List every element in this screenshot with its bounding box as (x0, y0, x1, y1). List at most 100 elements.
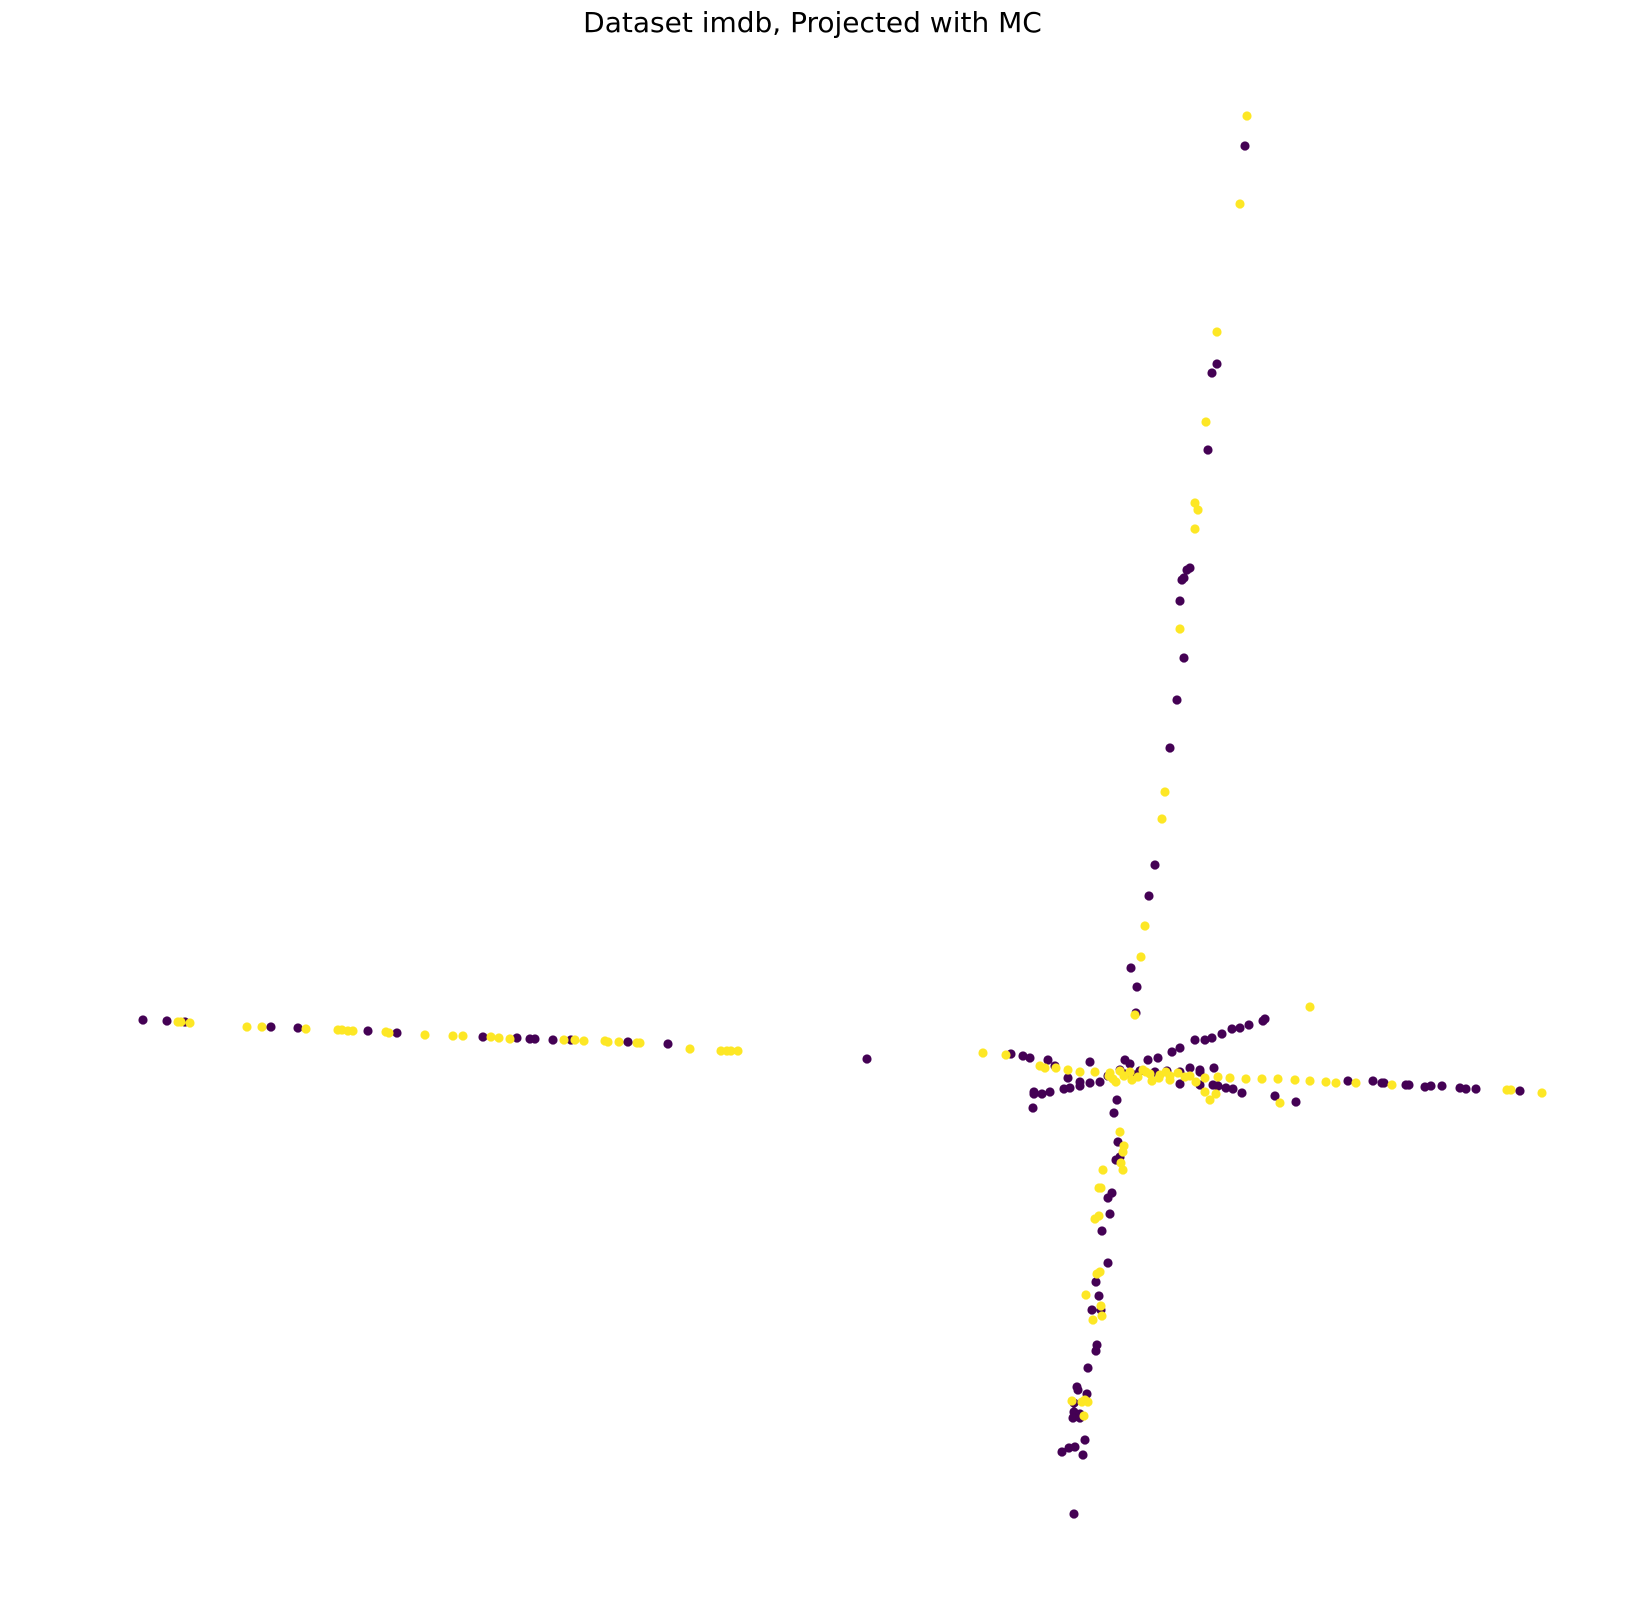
scatter-point-class-1 (1241, 1074, 1251, 1084)
scatter-point-class-0 (1515, 1086, 1525, 1096)
scatter-point-class-0 (1112, 1095, 1122, 1105)
scatter-point-class-1 (1225, 1073, 1235, 1083)
scatter-point-class-0 (1085, 1057, 1095, 1067)
scatter-point-class-1 (1115, 1127, 1125, 1137)
scatter-point-class-0 (1461, 1084, 1471, 1094)
scatter-point-class-1 (1185, 1071, 1195, 1081)
scatter-point-class-1 (1136, 952, 1146, 962)
scatter-point-class-1 (1140, 921, 1150, 931)
scatter-point-class-0 (1244, 1020, 1254, 1030)
scatter-point-class-1 (570, 1035, 580, 1045)
scatter-point-class-0 (1235, 1023, 1245, 1033)
scatter-point-class-0 (623, 1037, 633, 1047)
scatter-point-class-1 (486, 1032, 496, 1042)
scatter-point-class-0 (1029, 1087, 1039, 1097)
scatter-point-class-1 (579, 1036, 589, 1046)
scatter-point-class-0 (1092, 1340, 1102, 1350)
scatter-point-class-1 (1095, 1267, 1105, 1277)
scatter-point-class-1 (1242, 111, 1252, 121)
scatter-point-class-0 (1070, 1442, 1080, 1452)
scatter-point-class-0 (1207, 368, 1217, 378)
scatter-point-class-0 (1028, 1103, 1038, 1113)
scatter-point-class-1 (1351, 1078, 1361, 1088)
scatter-point-class-0 (1080, 1435, 1090, 1445)
scatter-point-class-1 (1096, 1301, 1106, 1311)
scatter-point-class-1 (1275, 1098, 1285, 1108)
scatter-point-class-1 (494, 1033, 504, 1043)
scatter-point-class-0 (363, 1026, 373, 1036)
scatter-point-class-0 (1165, 743, 1175, 753)
scatter-point-class-0 (1213, 1081, 1223, 1091)
scatter-point-class-0 (138, 1015, 148, 1025)
scatter-point-class-0 (1097, 1226, 1107, 1236)
scatter-point-class-1 (1175, 624, 1185, 634)
scatter-point-class-1 (1118, 1147, 1128, 1157)
scatter-point-class-0 (1132, 982, 1142, 992)
scatter-point-class-1 (1040, 1063, 1050, 1073)
scatter-point-class-0 (663, 1039, 673, 1049)
scatter-point-class-1 (1387, 1080, 1397, 1090)
scatter-point-class-1 (1213, 1072, 1223, 1082)
scatter-point-class-1 (505, 1034, 515, 1044)
scatter-point-class-1 (1305, 1002, 1315, 1012)
scatter-point-class-1 (1090, 1067, 1100, 1077)
scatter-point-class-1 (1051, 1063, 1061, 1073)
scatter-point-class-1 (458, 1031, 468, 1041)
scatter-point-class-0 (1105, 1209, 1115, 1219)
scatter-point-class-0 (1207, 1033, 1217, 1043)
scatter-point-class-1 (1116, 1158, 1126, 1168)
scatter-point-class-1 (733, 1046, 743, 1056)
scatter-point-class-1 (1094, 1183, 1104, 1193)
scatter-point-class-1 (1190, 524, 1200, 534)
scatter-point-class-0 (1177, 575, 1187, 585)
scatter-point-class-0 (1167, 1047, 1177, 1057)
scatter-point-class-1 (1190, 498, 1200, 508)
scatter-point-class-1 (1157, 814, 1167, 824)
scatter-point-class-0 (1190, 1035, 1200, 1045)
scatter-point-class-1 (1130, 1010, 1140, 1020)
scatter-point-class-1 (1081, 1290, 1091, 1300)
scatter-point-class-1 (1077, 1397, 1087, 1407)
scatter-point-class-0 (1379, 1078, 1389, 1088)
scatter-point-class-0 (1471, 1084, 1481, 1094)
scatter-point-class-1 (1321, 1077, 1331, 1087)
scatter-point-class-0 (1018, 1051, 1028, 1061)
scatter-point-class-0 (1227, 1024, 1237, 1034)
scatter-point-class-0 (1221, 1083, 1231, 1093)
scatter-point-class-0 (1153, 1053, 1163, 1063)
scatter-point-class-0 (1237, 1088, 1247, 1098)
scatter-point-class-1 (1193, 505, 1203, 515)
scatter-point-class-1 (1088, 1315, 1098, 1325)
scatter-point-class-0 (1291, 1097, 1301, 1107)
scatter-point-class-1 (1098, 1165, 1108, 1175)
scatter-point-class-0 (1091, 1277, 1101, 1287)
scatter-point-class-0 (1085, 1078, 1095, 1088)
chart-title: Dataset imdb, Projected with MC (583, 6, 1042, 39)
scatter-point-class-0 (1368, 1076, 1378, 1086)
scatter-point-class-0 (1126, 963, 1136, 973)
scatter-point-class-0 (1043, 1055, 1053, 1065)
scatter-point-class-1 (448, 1031, 458, 1041)
scatter-point-class-1 (1001, 1050, 1011, 1060)
scatter-point-class-1 (1079, 1411, 1089, 1421)
scatter-point-class-1 (1118, 1165, 1128, 1175)
scatter-point-class-1 (1097, 1311, 1107, 1321)
scatter-point-class-0 (1107, 1188, 1117, 1198)
scatter-point-class-0 (1025, 1053, 1035, 1063)
scatter-point-class-0 (862, 1054, 872, 1064)
scatter-point-class-1 (1160, 787, 1170, 797)
scatter-point-class-0 (1203, 445, 1213, 455)
scatter-point-class-0 (1175, 1043, 1185, 1053)
scatter-point-class-1 (978, 1048, 988, 1058)
scatter-point-class-1 (635, 1038, 645, 1048)
scatter-point-class-0 (1083, 1363, 1093, 1373)
scatter-point-class-0 (1175, 1079, 1185, 1089)
scatter-point-class-1 (614, 1037, 624, 1047)
scatter-point-class-1 (1273, 1074, 1283, 1084)
scatter-point-class-0 (1109, 1108, 1119, 1118)
scatter-point-class-0 (1240, 141, 1250, 151)
scatter-point-class-0 (1260, 1014, 1270, 1024)
scatter-point-class-0 (1404, 1080, 1414, 1090)
scatter-point-class-0 (1144, 891, 1154, 901)
scatter-point-class-1 (176, 1017, 186, 1027)
